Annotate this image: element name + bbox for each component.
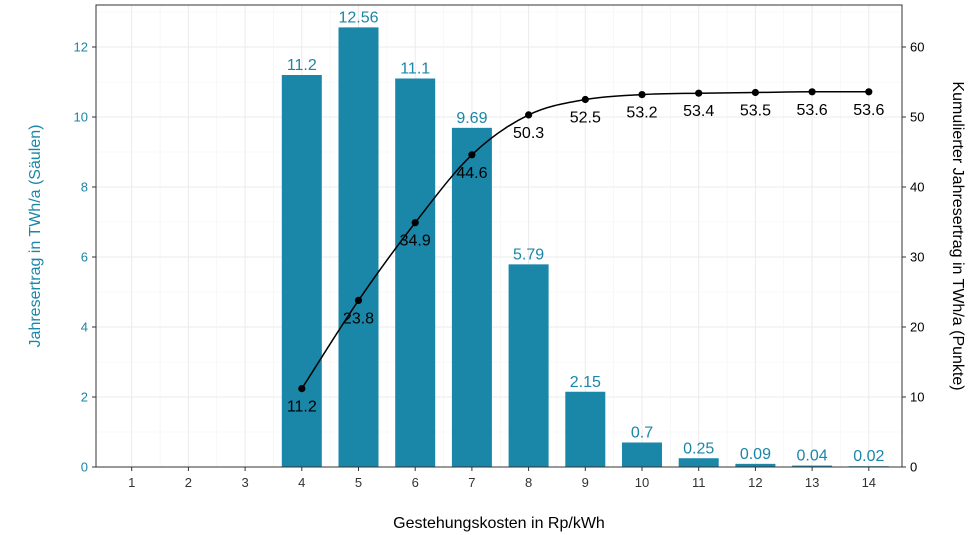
bar-labels: 11.2 12.56 11.1 9.69 5.79 2.15 0.7 0.25 0.09 0.04… xyxy=(287,9,885,465)
cumulative-point xyxy=(638,91,646,99)
bar-value-label: 12.56 xyxy=(338,9,378,26)
y-right-tick-label: 50 xyxy=(910,110,924,125)
cumulative-point xyxy=(808,88,816,96)
x-tick-label: 11 xyxy=(692,475,706,490)
x-tick-label: 5 xyxy=(355,475,362,490)
point-value-label: 11.2 xyxy=(287,399,317,416)
y-right-tick-label: 60 xyxy=(910,40,924,55)
bar xyxy=(678,458,719,467)
bar xyxy=(735,463,776,467)
cumulative-point xyxy=(354,296,363,304)
y-left-tick-label: 12 xyxy=(74,40,88,55)
x-tick-label: 3 xyxy=(241,475,248,490)
cumulative-point xyxy=(865,88,873,96)
y-right-tick-label: 10 xyxy=(910,390,924,405)
bar-value-label: 9.69 xyxy=(456,110,487,127)
x-axis: 1 2 3 4 5 6 7 8 9 10 11 12 13 14 xyxy=(128,467,876,490)
y-axis-right: 0 10 20 30 40 50 60 xyxy=(902,40,924,475)
bar xyxy=(792,465,833,467)
x-tick-label: 13 xyxy=(805,475,819,490)
cumulative-point xyxy=(695,89,703,97)
y-axis-left-title: Jahresertrag in TWh/a (Säulen) xyxy=(27,125,44,348)
point-value-label: 50.3 xyxy=(513,125,544,142)
bar-value-label: 0.02 xyxy=(853,448,884,465)
point-value-label: 53.2 xyxy=(626,105,657,122)
point-labels: 11.2 23.8 34.9 44.6 50.3 52.5 53.2 53.4 53.5 53.6… xyxy=(287,102,885,416)
y-left-tick-label: 8 xyxy=(81,180,88,195)
y-axis-left: 0 2 4 6 8 10 12 xyxy=(74,40,96,475)
y-left-tick-label: 4 xyxy=(81,320,88,335)
grid xyxy=(96,5,902,468)
point-value-label: 53.4 xyxy=(683,103,714,120)
x-tick-label: 8 xyxy=(525,475,532,490)
y-right-tick-label: 20 xyxy=(910,320,924,335)
y-right-tick-label: 30 xyxy=(910,250,924,265)
cumulative-point xyxy=(411,219,419,227)
point-value-label: 23.8 xyxy=(343,310,374,327)
x-tick-label: 1 xyxy=(128,475,135,490)
bar-value-label: 0.09 xyxy=(740,446,771,463)
bar-value-label: 0.25 xyxy=(683,440,714,457)
cumulative-point xyxy=(751,88,760,97)
y-axis-right-title: Kumulierter Jahresertrag in TWh/a (Punkt… xyxy=(949,81,966,390)
bar xyxy=(338,27,379,468)
bar xyxy=(395,78,436,467)
bar-value-label: 0.04 xyxy=(797,448,828,465)
point-value-label: 44.6 xyxy=(456,165,487,182)
cumulative-line xyxy=(301,91,869,390)
bar xyxy=(508,264,549,467)
y-left-tick-label: 6 xyxy=(81,250,88,265)
point-value-label: 52.5 xyxy=(570,110,601,127)
bar-series xyxy=(281,27,889,468)
y-left-tick-label: 2 xyxy=(81,390,88,405)
plot-panel-border xyxy=(95,4,903,468)
bar xyxy=(281,75,322,467)
x-axis-title: Gestehungskosten in Rp/kWh xyxy=(393,515,605,532)
bar-value-label: 2.15 xyxy=(570,374,601,391)
bar xyxy=(565,391,606,467)
bar xyxy=(451,127,492,467)
bar-value-label: 11.1 xyxy=(400,61,430,78)
point-value-label: 34.9 xyxy=(400,233,431,250)
x-tick-label: 14 xyxy=(862,475,876,490)
bar-value-label: 11.2 xyxy=(287,57,317,74)
cumulative-point xyxy=(581,95,589,104)
x-tick-label: 7 xyxy=(468,475,475,490)
x-tick-label: 10 xyxy=(635,475,649,490)
y-right-tick-label: 0 xyxy=(910,460,917,475)
cumulative-point xyxy=(525,111,533,119)
bar-value-label: 5.79 xyxy=(513,246,544,263)
x-tick-label: 6 xyxy=(412,475,419,490)
x-tick-label: 12 xyxy=(748,475,762,490)
cumulative-series xyxy=(298,88,873,393)
point-value-label: 53.6 xyxy=(797,102,828,119)
y-left-tick-label: 10 xyxy=(74,110,88,125)
bar xyxy=(622,442,662,467)
point-value-label: 53.5 xyxy=(740,103,771,120)
x-tick-label: 2 xyxy=(185,475,192,490)
y-right-tick-label: 40 xyxy=(910,180,924,195)
bar-value-label: 0.7 xyxy=(631,425,653,442)
point-value-label: 53.6 xyxy=(853,102,884,119)
cumulative-point xyxy=(298,385,306,393)
x-tick-label: 9 xyxy=(582,475,589,490)
x-tick-label: 4 xyxy=(298,475,305,490)
cumulative-point xyxy=(468,151,476,159)
y-left-tick-label: 0 xyxy=(81,460,88,475)
